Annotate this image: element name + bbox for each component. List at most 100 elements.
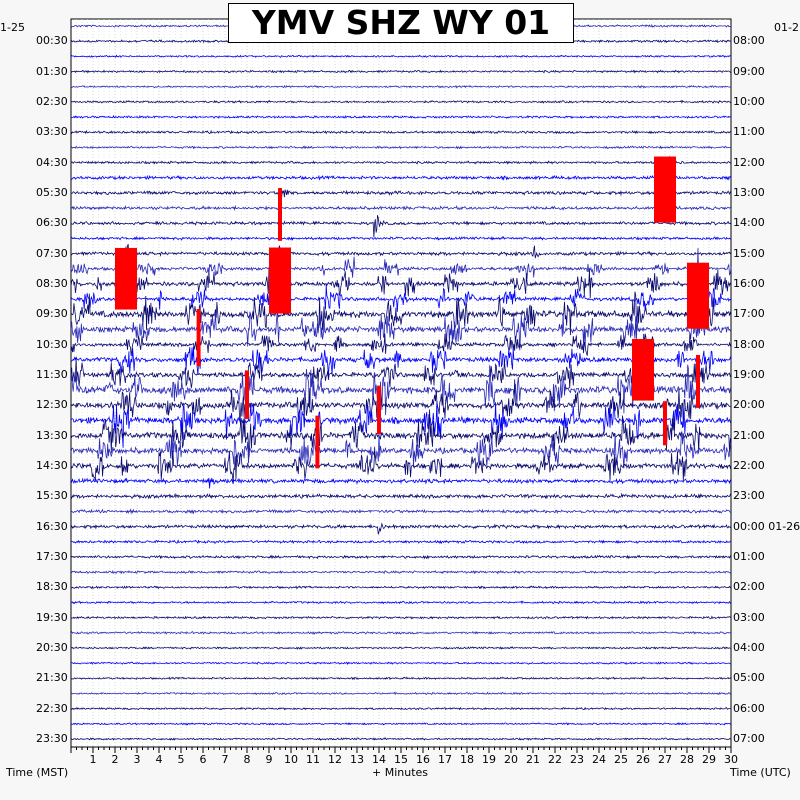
utc-time-label: 08:00 bbox=[733, 34, 765, 48]
start-date-label: 1-25 bbox=[0, 21, 25, 34]
trace-row bbox=[70, 284, 732, 312]
trace-row bbox=[70, 539, 732, 545]
x-tick-label: 18 bbox=[460, 753, 474, 766]
clipped-event bbox=[687, 262, 709, 329]
trace-row bbox=[70, 266, 732, 299]
x-tick-label: 13 bbox=[350, 753, 364, 766]
utc-time-label: 10:00 bbox=[733, 94, 765, 108]
trace-row bbox=[70, 155, 732, 178]
trace-row bbox=[71, 243, 732, 271]
trace-row bbox=[70, 409, 732, 457]
trace-row bbox=[70, 204, 732, 212]
mst-time-label: 18:30 bbox=[36, 580, 68, 594]
mst-time-label: 14:30 bbox=[36, 458, 68, 472]
mst-time-label: 04:30 bbox=[36, 155, 68, 169]
utc-time-label: 23:00 bbox=[733, 489, 765, 503]
trace-row bbox=[70, 54, 732, 59]
trace-row bbox=[70, 187, 732, 201]
x-tick-label: 10 bbox=[284, 753, 298, 766]
trace-row bbox=[70, 129, 732, 135]
utc-time-label: 01:00 bbox=[733, 549, 765, 563]
trace-row bbox=[70, 235, 732, 241]
x-tick-label: 14 bbox=[372, 753, 386, 766]
trace-row bbox=[70, 477, 732, 489]
utc-time-label: 00:00 01-26 bbox=[733, 519, 800, 533]
utc-time-label: 13:00 bbox=[733, 185, 765, 199]
x-tick-label: 9 bbox=[265, 753, 273, 766]
trace-row bbox=[70, 69, 732, 74]
x-tick-label: 21 bbox=[526, 753, 540, 766]
x-tick-label: 6 bbox=[199, 753, 207, 766]
x-tick-label: 22 bbox=[548, 753, 562, 766]
trace-row bbox=[70, 585, 732, 590]
trace-row bbox=[70, 99, 732, 104]
x-tick-label: 30 bbox=[724, 753, 738, 766]
utc-time-label: 20:00 bbox=[733, 398, 765, 412]
utc-time-label: 15:00 bbox=[733, 246, 765, 260]
trace-row bbox=[70, 722, 732, 726]
trace-row bbox=[70, 569, 732, 575]
mst-time-label: 10:30 bbox=[36, 337, 68, 351]
x-axis-label: + Minutes bbox=[372, 766, 429, 779]
clipped-event bbox=[245, 370, 249, 419]
trace-row bbox=[70, 114, 732, 119]
utc-time-label: 03:00 bbox=[733, 610, 765, 624]
utc-time-label: 17:00 bbox=[733, 307, 765, 321]
mst-time-label: 12:30 bbox=[36, 398, 68, 412]
mst-time-label: 19:30 bbox=[36, 610, 68, 624]
mst-time-label: 13:30 bbox=[36, 428, 68, 442]
mst-time-label: 16:30 bbox=[36, 519, 68, 533]
trace-row bbox=[70, 508, 732, 515]
utc-time-label: 05:00 bbox=[733, 671, 765, 685]
clipped-event bbox=[632, 338, 654, 401]
trace-row bbox=[70, 554, 732, 560]
clipped-event bbox=[269, 247, 291, 314]
x-tick-label: 17 bbox=[438, 753, 452, 766]
trace-row bbox=[70, 215, 732, 238]
x-tick-label: 20 bbox=[504, 753, 518, 766]
trace-row bbox=[70, 379, 732, 428]
mst-time-label: 02:30 bbox=[36, 94, 68, 108]
trace-row bbox=[70, 492, 732, 500]
y-axis-label-left: Time (MST) bbox=[6, 766, 69, 779]
seismic-traces bbox=[70, 23, 732, 741]
mst-time-label: 23:30 bbox=[36, 731, 68, 745]
x-tick-label: 24 bbox=[592, 753, 606, 766]
x-tick-label: 7 bbox=[221, 753, 229, 766]
x-tick-label: 8 bbox=[243, 753, 251, 766]
trace-row bbox=[70, 84, 732, 89]
x-tick-label: 19 bbox=[482, 753, 496, 766]
utc-time-label: 12:00 bbox=[733, 155, 765, 169]
mst-time-label: 09:30 bbox=[36, 307, 68, 321]
mst-time-label: 15:30 bbox=[36, 489, 68, 503]
mst-time-label: 00:30 bbox=[36, 34, 68, 48]
clipped-event bbox=[696, 354, 700, 408]
x-tick-label: 3 bbox=[133, 753, 141, 766]
trace-row bbox=[70, 646, 732, 650]
trace-row bbox=[70, 706, 731, 711]
trace-row bbox=[70, 431, 732, 469]
trace-row bbox=[70, 346, 732, 378]
x-tick-label: 26 bbox=[636, 753, 650, 766]
trace-row bbox=[70, 691, 732, 696]
x-tick-label: 1 bbox=[89, 753, 97, 766]
utc-time-label: 21:00 bbox=[733, 428, 765, 442]
utc-date-label: 01-2 bbox=[774, 21, 799, 34]
mst-time-label: 03:30 bbox=[36, 125, 68, 139]
trace-row bbox=[70, 615, 732, 620]
x-tick-label: 28 bbox=[680, 753, 694, 766]
utc-time-label: 18:00 bbox=[733, 337, 765, 351]
x-tick-label: 5 bbox=[177, 753, 185, 766]
mst-time-label: 05:30 bbox=[36, 185, 68, 199]
mst-time-label: 06:30 bbox=[36, 216, 68, 230]
chart-title: YMV SHZ WY 01 bbox=[228, 3, 574, 43]
clipped-event bbox=[315, 415, 320, 469]
x-tick-label: 23 bbox=[570, 753, 584, 766]
mst-time-label: 08:30 bbox=[36, 276, 68, 290]
utc-time-label: 22:00 bbox=[733, 458, 765, 472]
trace-row bbox=[70, 145, 732, 150]
x-tick-label: 29 bbox=[702, 753, 716, 766]
clipped-event bbox=[278, 188, 282, 241]
clipped-event bbox=[377, 385, 381, 435]
mst-time-label: 17:30 bbox=[36, 549, 68, 563]
